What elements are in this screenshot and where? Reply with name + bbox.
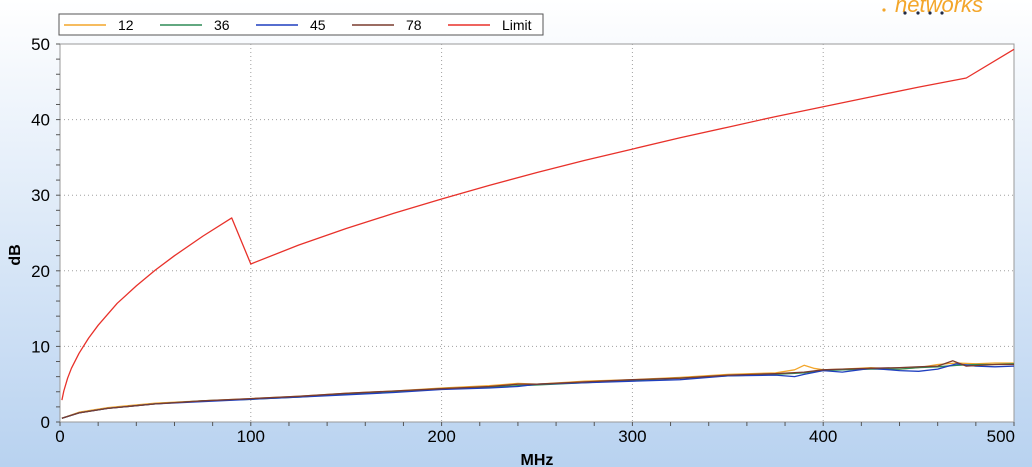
- series-line-limit: [61, 48, 1015, 401]
- y-tick-label: 50: [31, 35, 50, 54]
- x-tick-label: 400: [809, 427, 837, 446]
- series-line-78: [61, 360, 1014, 419]
- grid: [60, 44, 1014, 422]
- logo-dot: [940, 11, 944, 15]
- series-layer: [61, 48, 1015, 419]
- legend-box: [58, 13, 544, 36]
- y-tick-label: 10: [31, 337, 50, 356]
- y-tick-label: 30: [31, 186, 50, 205]
- logo-dot: [903, 11, 907, 15]
- legend-label: 12: [118, 17, 134, 33]
- x-axis-title: MHz: [521, 452, 554, 467]
- logo-dot: [882, 8, 886, 12]
- logo-wordmark: networks: [895, 0, 983, 17]
- logo-dot: [916, 11, 920, 15]
- y-tick-label: 0: [41, 413, 50, 432]
- y-tick-label: 40: [31, 111, 50, 130]
- y-axis-title: dB: [7, 244, 24, 265]
- minor-ticks: [56, 43, 1015, 426]
- x-tick-label: 500: [987, 427, 1015, 446]
- legend-label: 45: [310, 17, 326, 33]
- legend: 12 36 45 78 Limit: [58, 13, 544, 36]
- x-tick-label: 200: [427, 427, 455, 446]
- x-tick-label: 300: [618, 427, 646, 446]
- legend-label: 36: [214, 17, 230, 33]
- x-tick-label: 0: [55, 427, 64, 446]
- legend-label: Limit: [502, 17, 532, 33]
- plot-area: [59, 43, 1015, 423]
- logo: networks: [882, 0, 983, 17]
- legend-label: 78: [406, 17, 422, 33]
- x-tick-label: 100: [237, 427, 265, 446]
- y-tick-label: 20: [31, 262, 50, 281]
- series-line-45: [61, 363, 1015, 419]
- logo-dot: [928, 11, 932, 15]
- tick-labels: 0 100 200 300 400 500 0 10 20 30 40 50: [31, 35, 1015, 446]
